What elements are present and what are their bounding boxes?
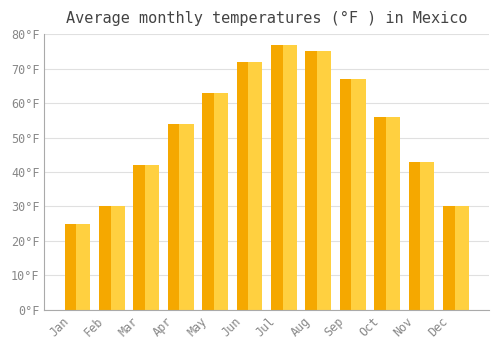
Bar [340,79,351,310]
Bar [202,93,214,310]
Bar [180,124,194,310]
Bar [271,44,282,310]
Bar [214,93,228,310]
Bar [76,224,90,310]
Bar [306,51,317,310]
Bar [236,62,248,310]
Bar [282,44,297,310]
Bar [64,224,76,310]
Bar [110,206,125,310]
Bar [443,206,454,310]
Bar [374,117,386,310]
Bar [454,206,468,310]
Bar [408,162,420,310]
Bar [352,79,366,310]
Title: Average monthly temperatures (°F ) in Mexico: Average monthly temperatures (°F ) in Me… [66,11,468,26]
Bar [317,51,331,310]
Bar [99,206,110,310]
Bar [248,62,262,310]
Bar [134,165,145,310]
Bar [168,124,179,310]
Bar [145,165,159,310]
Bar [386,117,400,310]
Bar [420,162,434,310]
